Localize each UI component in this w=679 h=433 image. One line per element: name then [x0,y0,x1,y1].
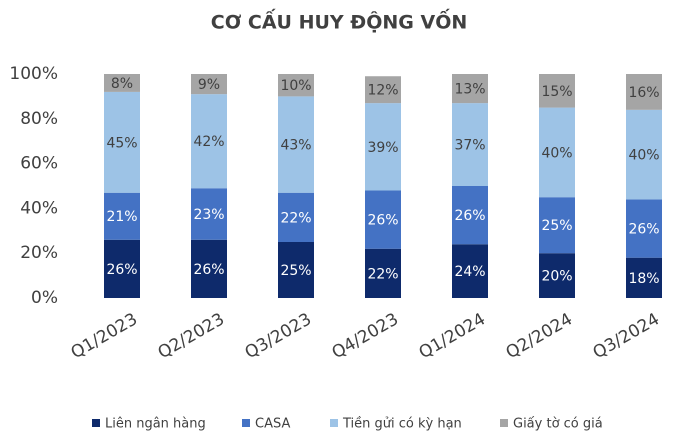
y-tick-label: 20% [20,243,58,263]
bar-segment [365,190,401,249]
data-label: 37% [454,138,485,154]
x-tick-label: Q2/2024 [503,309,576,363]
data-label: 13% [454,82,485,98]
chart-title: CƠ CẤU HUY ĐỘNG VỐN [211,8,468,34]
bar-segment [365,103,401,191]
data-label: 18% [628,271,659,287]
data-label: 22% [367,266,398,282]
bar-segment [539,107,575,198]
y-tick-label: 40% [20,198,58,218]
bar-segment [539,74,575,108]
data-label: 26% [367,213,398,229]
x-tick-label: Q3/2024 [590,309,663,363]
data-label: 40% [628,148,659,164]
data-label: 8% [111,76,133,92]
bar-segment [104,74,140,92]
y-tick-label: 0% [31,288,58,308]
data-label: 20% [541,269,572,285]
bar-segment [626,109,662,200]
bar-segment [278,192,314,242]
bar-segment [191,239,227,298]
data-label: 22% [280,210,311,226]
bar-segment [191,74,227,95]
data-label: 24% [454,264,485,280]
data-label: 16% [628,85,659,101]
y-tick-label: 80% [20,109,58,129]
bar-segment [452,244,488,298]
legend-label: Giấy tờ có giá [513,417,603,432]
bar-segment [104,192,140,240]
data-label: 10% [280,78,311,94]
data-label: 42% [193,134,224,150]
data-label: 26% [454,208,485,224]
x-tick-label: Q3/2023 [242,309,315,363]
legend-swatch [242,419,250,427]
bar-segment [626,257,662,298]
bar-segment [626,199,662,258]
data-label: 45% [106,135,137,151]
bar-segment [278,74,314,97]
bar-segment [104,91,140,193]
x-tick-label: Q2/2023 [155,309,228,363]
bar-segment [278,242,314,298]
bar-segment [365,248,401,298]
bar-segment [452,74,488,104]
bar-segment [191,94,227,189]
legend-label: CASA [255,417,290,432]
bar-segment [365,76,401,104]
legend-swatch [330,419,338,427]
y-tick-label: 60% [20,154,58,174]
bar-segment [104,239,140,298]
data-label: 26% [193,262,224,278]
data-label: 15% [541,84,572,100]
data-label: 25% [541,218,572,234]
legend-swatch [92,419,100,427]
data-label: 26% [628,222,659,238]
data-label: 23% [193,207,224,223]
data-label: 43% [280,138,311,154]
x-tick-label: Q4/2023 [329,309,402,363]
x-tick-label: Q1/2024 [416,309,489,363]
data-label: 26% [106,262,137,278]
legend-label: Tiền gửi có kỳ hạn [342,417,462,432]
data-label: 39% [367,140,398,156]
data-label: 9% [198,77,220,93]
bar-segment [452,103,488,186]
bar-segment [278,96,314,193]
data-label: 21% [106,209,137,225]
legend-label: Liên ngân hàng [105,417,206,432]
bar-segment [191,188,227,240]
x-tick-label: Q1/2023 [68,309,141,363]
data-label: 25% [280,263,311,279]
bar-segment [539,197,575,254]
bar-segment [539,253,575,298]
legend-swatch [500,419,508,427]
bar-segment [626,74,662,110]
data-label: 12% [367,83,398,99]
data-label: 40% [541,145,572,161]
y-tick-label: 100% [9,64,58,84]
bar-segment [452,186,488,245]
